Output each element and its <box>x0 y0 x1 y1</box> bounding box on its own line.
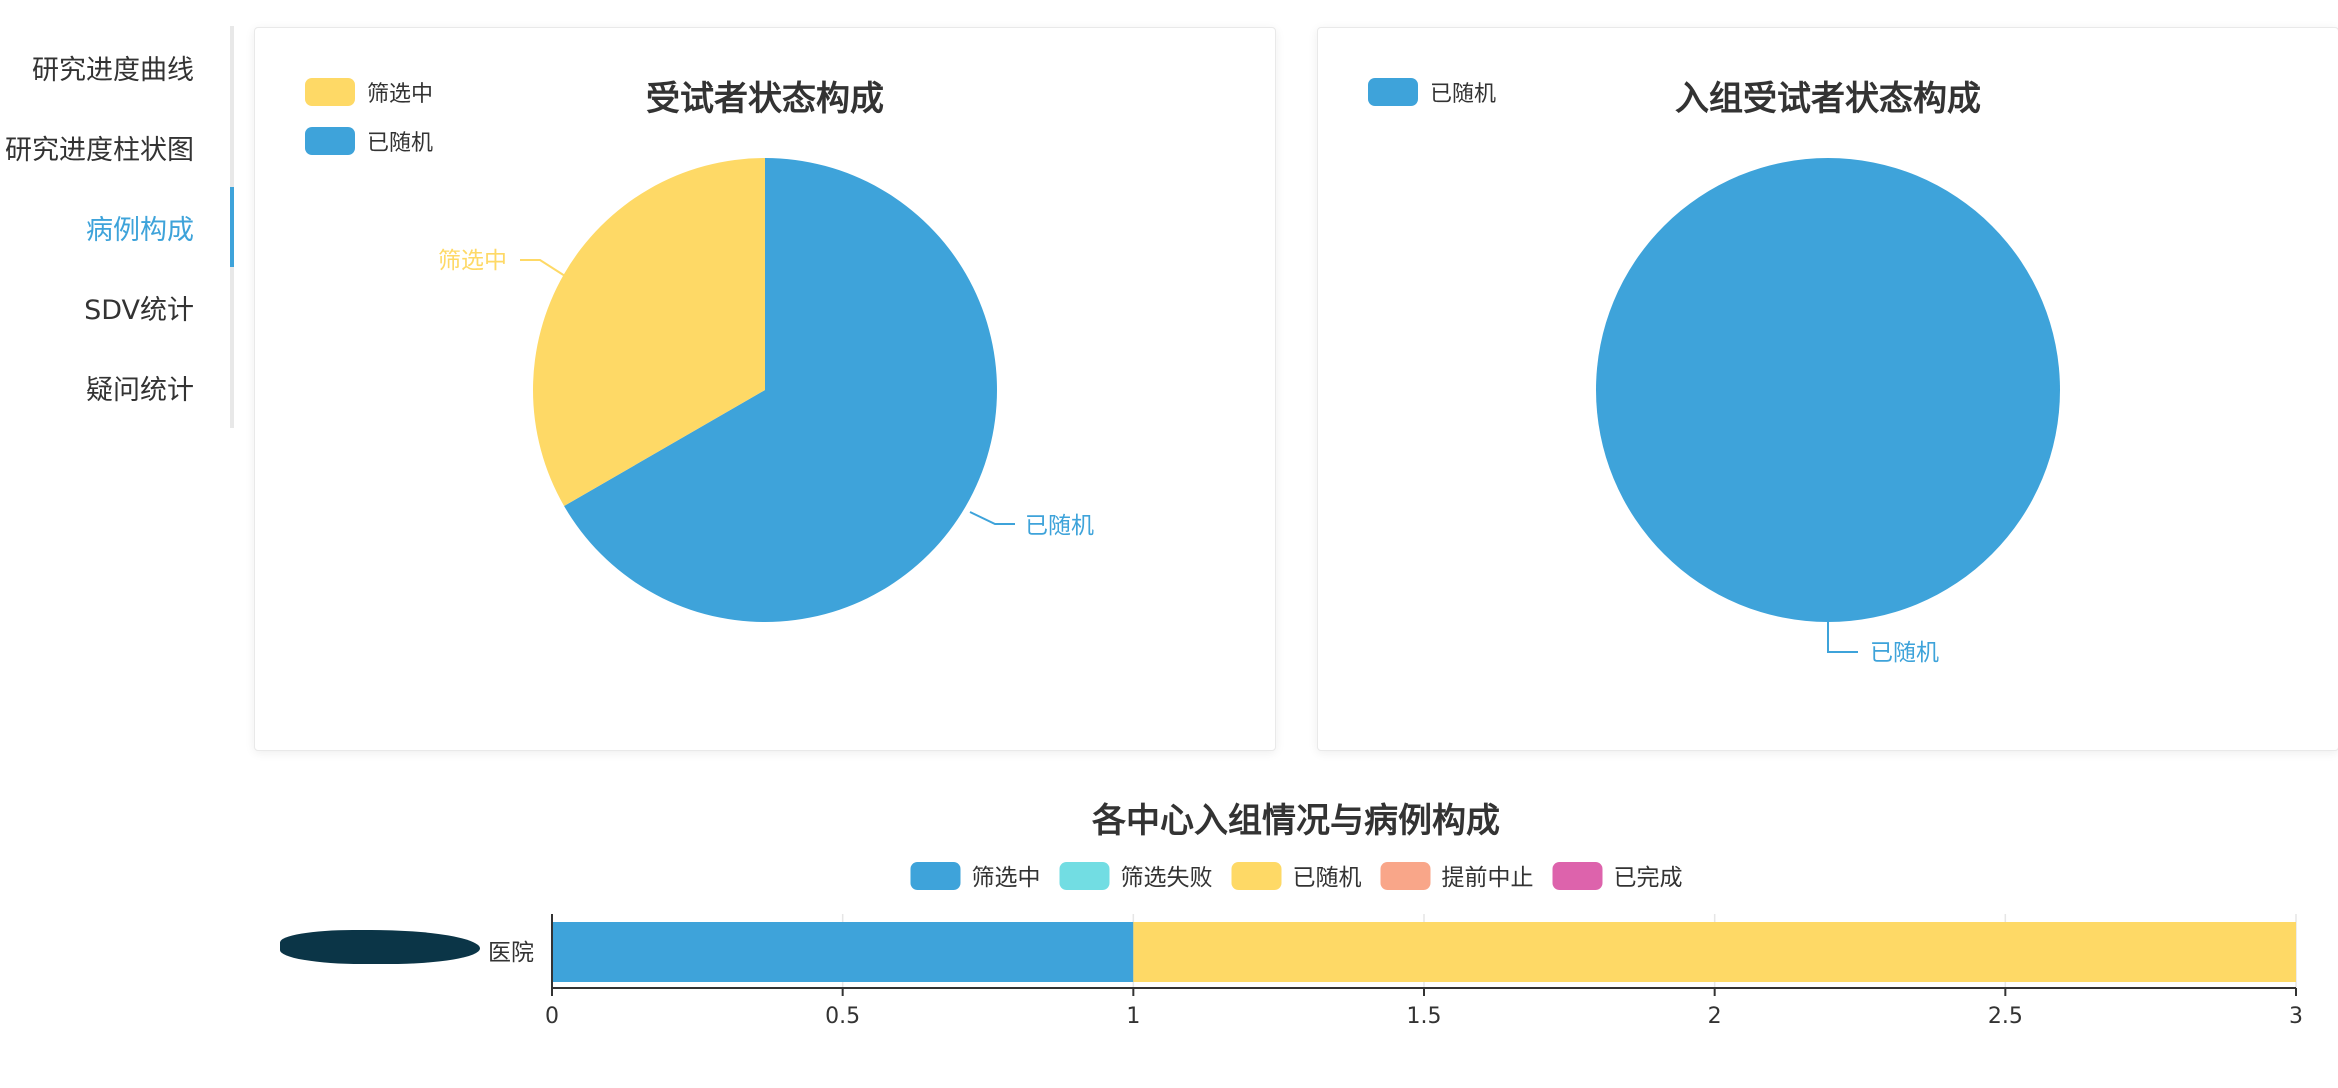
sidebar-item-case-composition[interactable]: 病例构成 <box>86 215 194 246</box>
sidebar-item-query-stats[interactable]: 疑问统计 <box>86 375 194 406</box>
x-tick-label: 1 <box>1126 1004 1140 1029</box>
legend-swatch[interactable] <box>910 862 961 890</box>
pie-slice-label: 已随机 <box>1025 513 1094 539</box>
subject-status-chart-card: 受试者状态构成 筛选中 已随机 筛选中 已随机 <box>254 27 1276 751</box>
sidebar-item-sdv-stats[interactable]: SDV统计 <box>84 295 194 326</box>
category-label: 医院 <box>488 940 534 966</box>
sidebar-nav: 研究进度曲线 研究进度柱状图 病例构成 SDV统计 疑问统计 <box>0 20 234 430</box>
legend-swatch[interactable] <box>1380 862 1431 890</box>
pie-label-line <box>520 259 566 277</box>
pie-slice[interactable] <box>533 158 765 506</box>
pie-slice[interactable] <box>1596 158 2060 622</box>
pie-chart-title: 受试者状态构成 <box>646 79 884 119</box>
legend-swatch[interactable] <box>305 127 355 155</box>
pie-chart-title: 入组受试者状态构成 <box>1675 79 1981 119</box>
pie-slice-label: 已随机 <box>1870 640 1939 666</box>
pie-label-line <box>1827 622 1858 653</box>
legend-swatch[interactable] <box>1059 862 1110 890</box>
legend-swatch[interactable] <box>1368 78 1418 106</box>
legend-swatch[interactable] <box>1231 862 1282 890</box>
legend-label: 已随机 <box>367 131 433 156</box>
legend-swatch[interactable] <box>305 78 355 106</box>
x-tick-label: 0 <box>545 1004 559 1029</box>
legend-label: 已随机 <box>1293 865 1362 891</box>
x-tick-label: 1.5 <box>1407 1004 1442 1029</box>
x-tick-label: 2.5 <box>1988 1004 2023 1029</box>
pie-slice[interactable] <box>564 158 997 623</box>
redacted-center-name <box>280 930 480 964</box>
legend-label: 已随机 <box>1430 82 1496 107</box>
x-tick-label: 2 <box>1708 1004 1722 1029</box>
pie-slice-label: 筛选中 <box>438 248 507 274</box>
legend-swatch[interactable] <box>1552 862 1603 890</box>
center-enrollment-chart: 各中心入组情况与病例构成筛选中 筛选失败 已随机 提前中止 已完成医院 0 0.5 1 1.5 2… <box>254 780 2338 1080</box>
legend-label: 筛选中 <box>367 82 433 107</box>
sidebar-item-progress-curve[interactable]: 研究进度曲线 <box>32 55 194 86</box>
x-tick-label: 3 <box>2289 1004 2303 1029</box>
legend-label: 提前中止 <box>1442 865 1534 891</box>
legend-label: 筛选中 <box>972 865 1041 891</box>
pie-label-line <box>969 511 1015 525</box>
bar-segment[interactable] <box>552 922 1134 982</box>
bar-segment[interactable] <box>1133 922 2296 982</box>
legend-label: 筛选失败 <box>1121 865 1213 891</box>
enrolled-status-chart-card: 入组受试者状态构成 已随机 已随机 <box>1317 27 2338 751</box>
x-tick-label: 0.5 <box>825 1004 860 1029</box>
sidebar-item-progress-bar[interactable]: 研究进度柱状图 <box>5 135 194 166</box>
sidebar-active-indicator <box>230 187 234 267</box>
legend-label: 已完成 <box>1614 865 1683 891</box>
bar-chart-title: 各中心入组情况与病例构成 <box>1092 801 1500 841</box>
